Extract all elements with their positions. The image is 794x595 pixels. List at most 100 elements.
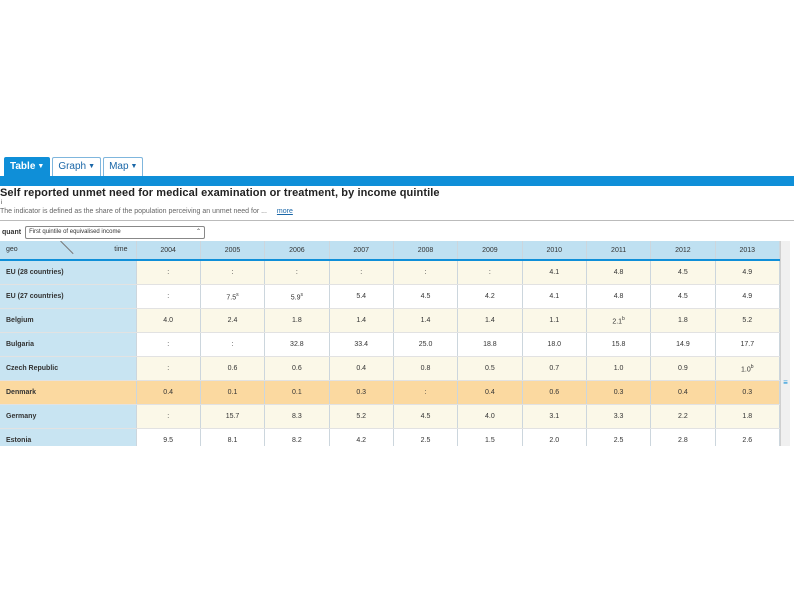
cell-value: 1.8 [291, 317, 302, 324]
table-cell: 18.0 [522, 332, 587, 357]
tab-table[interactable]: Table ▼ [4, 157, 51, 176]
chevron-down-icon: ▼ [37, 163, 45, 170]
description-text: The indicator is defined as the share of… [0, 208, 267, 215]
tab-map[interactable]: Map ▼ [103, 157, 144, 176]
cell-value: 7.5 [226, 294, 237, 302]
table-row[interactable]: EU (27 countries):7.5s 5.9s 5.4 4.5 4.2 4.1 4.… [0, 284, 780, 309]
year-header[interactable]: 2009 [457, 241, 523, 261]
table-cell: 0.1 [200, 380, 266, 405]
cell-value: 32.8 [290, 341, 304, 348]
year-header[interactable]: 2013 [715, 241, 780, 261]
table-cell: 8.1 [200, 428, 266, 446]
cell-flag: s [236, 291, 239, 298]
tab-bar [0, 176, 794, 186]
cell-flag: b [750, 363, 754, 370]
table-cell: 1.8 [264, 308, 330, 333]
country-label[interactable]: Denmark [0, 380, 137, 405]
more-link[interactable]: more [276, 208, 293, 215]
cell-value: 1.0 [613, 365, 624, 372]
cell-value: 0.1 [227, 389, 238, 396]
divider [0, 220, 794, 221]
cell-value: 8.3 [291, 413, 302, 420]
table-cell: 0.8 [393, 356, 459, 381]
cell-value: : [231, 269, 234, 276]
cell-value: : [424, 389, 427, 396]
cell-value: : [295, 269, 298, 276]
cell-value: 8.2 [291, 437, 302, 444]
table-row[interactable]: Bulgaria:: 32.8 33.4 25.0 18.8 18.0 15.8 14.9 17… [0, 332, 780, 357]
table-cell: 4.1 [522, 260, 587, 285]
table-cell: 32.8 [264, 332, 330, 357]
view-tabs: Table ▼ Graph ▼ Map ▼ [4, 157, 144, 177]
table-cell: : [393, 380, 459, 405]
year-header[interactable]: 2008 [393, 241, 459, 261]
cell-flag: s [300, 291, 303, 298]
table-cell: 1.0 [586, 356, 652, 381]
country-label[interactable]: Czech Republic [0, 356, 137, 381]
cell-value: 4.8 [613, 269, 624, 276]
table-cell: 7.5s [200, 284, 266, 309]
year-header[interactable]: 2005 [200, 241, 266, 261]
table-cell: : [457, 260, 523, 285]
table-row[interactable]: Estonia 9.5 8.1 8.2 4.2 2.5 1.5 2.0 2.5 2.8 2.6 [0, 428, 780, 446]
table-row[interactable]: Belgium 4.0 2.4 1.8 1.4 1.4 1.4 1.1 2.1b 1.8 5.2 [0, 308, 780, 333]
table-cell: : [264, 260, 330, 285]
table-row[interactable]: Czech Republic: 0.6 0.6 0.4 0.8 0.5 0.7 1.0 0.9 1… [0, 356, 780, 381]
cell-value: 0.5 [485, 365, 495, 372]
country-label[interactable]: Estonia [0, 428, 137, 446]
cell-value: 0.4 [485, 389, 495, 396]
country-label[interactable]: Belgium [0, 308, 137, 333]
geo-dimension-label[interactable]: geo [6, 246, 18, 253]
cell-value: 5.4 [356, 293, 367, 300]
country-label[interactable]: Germany [0, 404, 137, 429]
cell-value: 4.5 [678, 269, 688, 276]
scroll-grip-icon[interactable]: ≡ [783, 378, 788, 387]
year-header[interactable]: 2007 [329, 241, 394, 261]
country-label[interactable]: EU (28 countries) [0, 260, 137, 285]
table-cell: 4.8 [586, 260, 652, 285]
table-body: EU (28 countries)::::::4.1 4.8 4.5 4.9 EU (2… [0, 260, 780, 446]
quantile-select-value: First quintile of equivalised income [29, 229, 121, 235]
chevron-down-icon: ▼ [88, 163, 96, 170]
table-cell: 0.3 [329, 380, 394, 405]
table-cell: 0.4 [650, 380, 716, 405]
year-header[interactable]: 2010 [522, 241, 587, 261]
table-cell: : [136, 260, 201, 285]
tab-graph[interactable]: Graph ▼ [52, 157, 102, 176]
table-row[interactable]: EU (28 countries):::::: 4.1 4.8 4.5 4.9 [0, 260, 780, 285]
table-cell: : [200, 260, 266, 285]
year-header[interactable]: 2004 [136, 241, 201, 261]
table-row[interactable]: Denmark 0.4 0.1 0.1 0.3: 0.4 0.6 0.3 0.4 0.3 [0, 380, 780, 405]
table-cell: 1.4 [329, 308, 394, 333]
country-label[interactable]: EU (27 countries) [0, 284, 137, 309]
table-cell: : [136, 332, 201, 357]
cell-value: : [167, 293, 170, 300]
table-cell: 2.5 [393, 428, 459, 446]
table-cell: 4.5 [650, 284, 716, 309]
table-cell: 4.1 [522, 284, 587, 309]
table-cell: 2.1b [586, 308, 652, 333]
cell-value: 1.4 [356, 317, 367, 324]
year-header[interactable]: 2006 [264, 241, 330, 261]
table-cell: : [136, 356, 201, 381]
table-row[interactable]: Germany: 15.7 8.3 5.2 4.5 4.0 3.1 3.3 2.2 1.8 [0, 404, 780, 429]
table-cell: : [393, 260, 459, 285]
cell-value: 2.5 [420, 437, 431, 444]
cell-value: 25.0 [418, 341, 433, 348]
table-cell: : [136, 284, 201, 309]
table-cell: 0.4 [457, 380, 523, 405]
year-header[interactable]: 2012 [650, 241, 716, 261]
time-dimension-label[interactable]: time [114, 246, 128, 253]
cell-value: 18.8 [483, 341, 497, 348]
vertical-scrollbar[interactable]: ≡ [780, 241, 790, 446]
cell-value: 18.0 [547, 341, 562, 348]
tab-graph-label: Graph [58, 161, 87, 172]
country-label[interactable]: Bulgaria [0, 332, 137, 357]
cell-value: 2.6 [742, 437, 753, 444]
year-header[interactable]: 2011 [586, 241, 652, 261]
quantile-select[interactable]: First quintile of equivalised income ⌃ [25, 226, 206, 239]
cell-value: 8.1 [227, 437, 238, 444]
cell-value: : [167, 413, 170, 420]
table-cell: 2.5 [586, 428, 652, 446]
table-corner: geo time [0, 241, 137, 261]
